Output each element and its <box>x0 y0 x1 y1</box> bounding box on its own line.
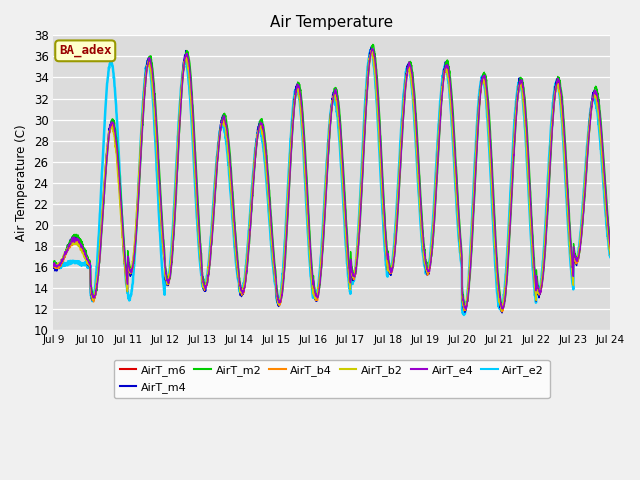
Y-axis label: Air Temperature (C): Air Temperature (C) <box>15 124 28 241</box>
Title: Air Temperature: Air Temperature <box>270 15 394 30</box>
Text: BA_adex: BA_adex <box>59 44 111 58</box>
Legend: AirT_m6, AirT_m4, AirT_m2, AirT_b4, AirT_b2, AirT_e4, AirT_e2: AirT_m6, AirT_m4, AirT_m2, AirT_b4, AirT… <box>114 360 550 398</box>
